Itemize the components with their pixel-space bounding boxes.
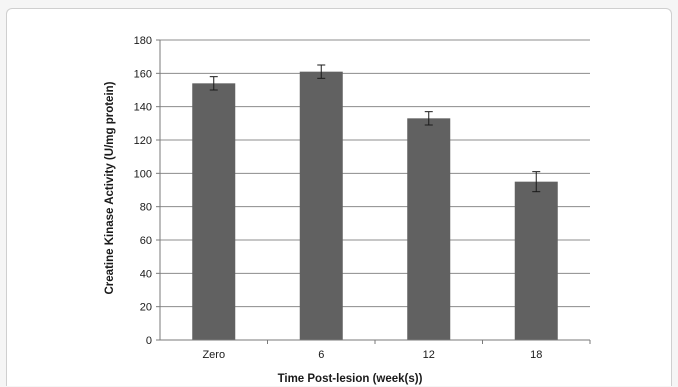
x-tick-label: Zero: [202, 349, 225, 361]
y-tick-label: 20: [140, 302, 152, 314]
y-tick-label: 180: [134, 35, 152, 47]
axes: [156, 39, 591, 344]
y-tick-label: 60: [140, 235, 152, 247]
error-bars: [209, 64, 541, 193]
x-tick-label: 12: [423, 349, 435, 361]
y-tick-label: 120: [134, 135, 152, 147]
x-axis-title: Time Post-lesion (week(s)): [278, 373, 423, 385]
y-tick-label: 100: [134, 168, 152, 180]
y-tick-label: 40: [140, 268, 152, 280]
y-tick-labels: 0 20 40 60 80 100 120 140 160 180: [134, 35, 152, 347]
x-tick-labels: Zero 6 12 18: [202, 349, 542, 361]
y-axis-title: Creatine Kinase Activity (U/mg protein): [104, 81, 116, 294]
bar: [514, 181, 558, 340]
bar: [407, 118, 451, 340]
bar: [299, 71, 343, 341]
y-tick-label: 140: [134, 102, 152, 114]
bar: [192, 83, 236, 340]
bars: [192, 71, 558, 341]
y-tick-label: 160: [134, 68, 152, 80]
y-tick-label: 80: [140, 202, 152, 214]
x-tick-label: 6: [318, 349, 324, 361]
y-tick-label: 0: [146, 335, 152, 347]
x-tick-label: 18: [530, 349, 542, 361]
